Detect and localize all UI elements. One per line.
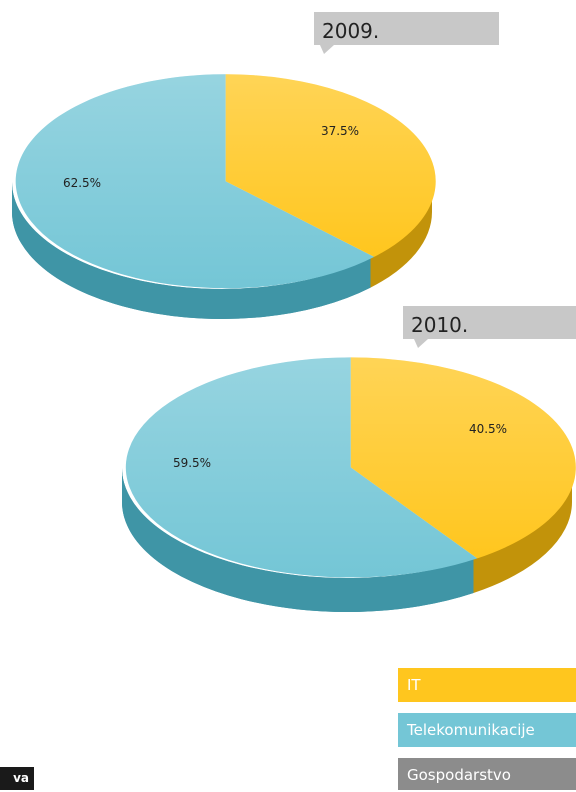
pie-slice-it-sheen <box>225 74 436 257</box>
pie-slice-telekomunikacije-sheen <box>125 357 478 578</box>
pie-side-telekomunikacije-front <box>122 468 474 612</box>
pie-side-telekomunikacije-front <box>11 182 371 319</box>
pie-side-it <box>473 468 572 593</box>
legend-label-gospodarstvo: Gospodarstvo <box>407 766 511 784</box>
legend-item-telekomunikacije: Telekomunikacije <box>398 713 576 747</box>
legend-label-it: IT <box>407 676 421 694</box>
pie-chart-2010: 40.5% 59.5% <box>122 357 576 612</box>
callout-2009: 2009. <box>314 12 499 54</box>
pie-slice-it-sheen <box>350 357 576 559</box>
chart-title-2010: 2010. <box>411 313 468 337</box>
pie-slice-telekomunikacije-sheen <box>15 74 375 289</box>
legend-label-telekomunikacije: Telekomunikacije <box>407 721 535 739</box>
pie-side-it <box>370 182 432 288</box>
chart-title-2009: 2009. <box>322 19 379 43</box>
legend-item-it: IT <box>398 668 576 702</box>
footer-tab: va <box>0 767 34 790</box>
callout-2010: 2010. <box>403 306 576 348</box>
pie-chart-2009: 37.5% 62.5% <box>11 74 436 319</box>
data-label-telekomunikacije: 59.5% <box>173 456 211 470</box>
data-label-it: 37.5% <box>321 124 359 138</box>
legend-item-gospodarstvo: Gospodarstvo <box>398 758 576 790</box>
data-label-telekomunikacije: 62.5% <box>63 176 101 190</box>
data-label-it: 40.5% <box>469 422 507 436</box>
